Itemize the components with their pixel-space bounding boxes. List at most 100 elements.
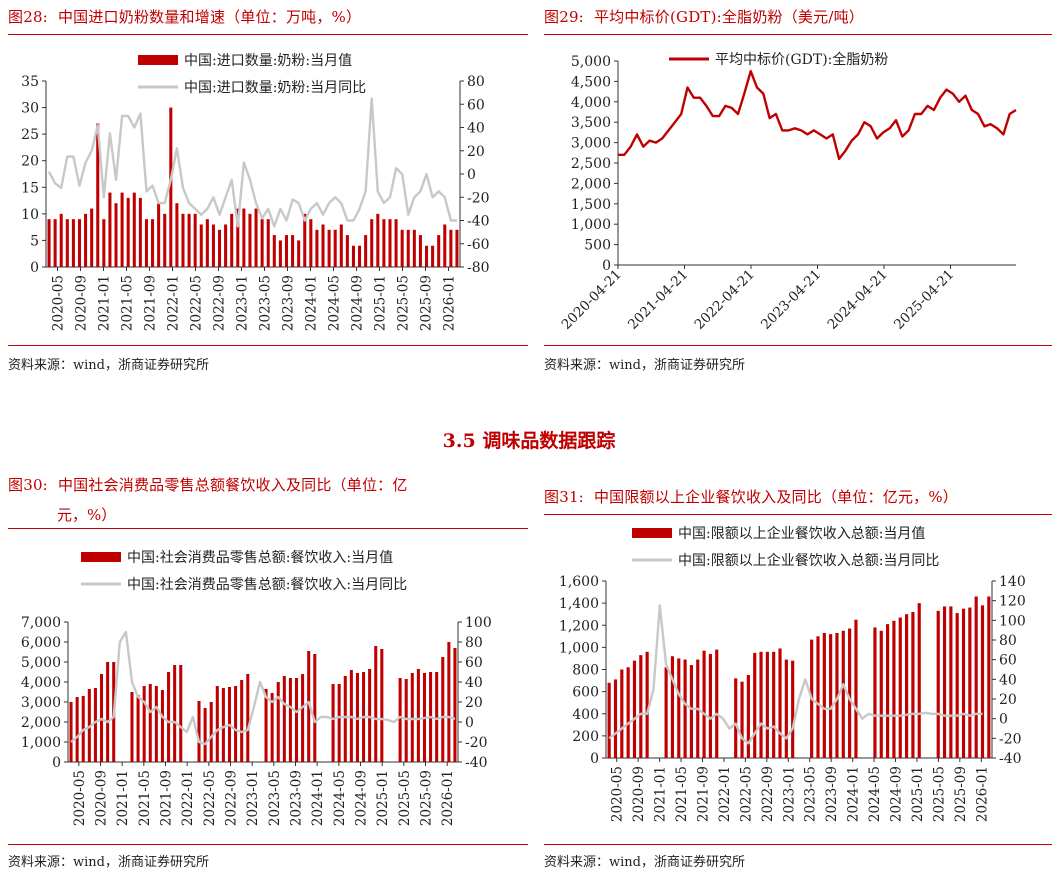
y-tick-label: 1,000 bbox=[571, 217, 611, 233]
y-tick-label: 4,000 bbox=[571, 95, 611, 111]
y-tick-label: 4,500 bbox=[571, 74, 611, 90]
bar bbox=[351, 245, 355, 267]
bar bbox=[142, 686, 146, 762]
x-tick-label: 2020-04-21 bbox=[558, 267, 624, 333]
bar bbox=[240, 680, 244, 762]
bar bbox=[829, 634, 833, 758]
chart-31-source: 资料来源：wind，浙商证券研究所 bbox=[544, 855, 745, 870]
bar bbox=[424, 245, 429, 267]
x-tick-label: 2023-01 bbox=[245, 770, 261, 826]
bar bbox=[418, 235, 422, 267]
right-tick-label: 120 bbox=[999, 594, 1026, 610]
left-tick-label: 7,000 bbox=[21, 615, 61, 631]
bar bbox=[264, 689, 268, 762]
bar bbox=[114, 203, 118, 267]
x-tick-label: 2023-04-21 bbox=[758, 267, 824, 333]
bar bbox=[209, 702, 213, 762]
x-tick-label: 2022-04-21 bbox=[691, 267, 757, 333]
x-tick-label: 2022-01 bbox=[180, 770, 196, 826]
bar bbox=[187, 213, 191, 267]
left-tick-label: 5 bbox=[30, 233, 39, 249]
chart-29-title-rule bbox=[544, 34, 1052, 35]
x-tick-label: 2025-09 bbox=[419, 770, 435, 826]
y-tick-label: 2,000 bbox=[571, 176, 611, 192]
bar bbox=[106, 662, 110, 762]
x-tick-label: 2023-09 bbox=[824, 766, 840, 822]
x-tick-label: 2023-05 bbox=[258, 275, 274, 331]
panel-chart-29: 图29: 平均中标价(GDT):全脂奶粉（美元/吨） 0 500 1,000 1,500… bbox=[544, 0, 1052, 380]
bar bbox=[138, 197, 142, 267]
right-tick-label: -20 bbox=[999, 731, 1022, 747]
bar bbox=[955, 613, 959, 758]
bar bbox=[345, 235, 349, 267]
bar bbox=[416, 669, 420, 762]
bar bbox=[175, 203, 179, 267]
chart-29-title-text: 平均中标价(GDT):全脂奶粉（美元/吨） bbox=[593, 8, 864, 26]
bar bbox=[236, 208, 240, 267]
y-tick-label: 3,000 bbox=[571, 136, 611, 152]
bar bbox=[246, 674, 250, 762]
bar bbox=[892, 620, 896, 758]
bar bbox=[961, 608, 966, 758]
x-tick-label: 2021-05 bbox=[674, 766, 690, 822]
chart-28-source-rule bbox=[8, 345, 528, 346]
left-tick-label: 3,000 bbox=[21, 695, 61, 711]
x-tick-label: 2024-09 bbox=[350, 275, 366, 331]
panel-chart-30: 图30: 中国社会消费品零售总额餐饮收入及同比（单位：亿 元，%） 0 1,000 2… bbox=[8, 470, 528, 873]
panel-chart-28: 图28: 中国进口奶粉数量和增速（单位：万吨，%） 0 5 10 15 20 25 30 35 -… bbox=[8, 0, 528, 380]
bar bbox=[154, 686, 158, 762]
bar bbox=[753, 652, 757, 758]
bar bbox=[96, 123, 100, 267]
bar bbox=[949, 606, 953, 758]
x-tick-label: 2024-09 bbox=[354, 770, 370, 826]
bar bbox=[284, 235, 289, 267]
series-line bbox=[618, 70, 1017, 161]
right-tick-label: 140 bbox=[999, 574, 1026, 590]
bar bbox=[791, 660, 795, 758]
x-tick-label: 2021-04-21 bbox=[625, 267, 691, 333]
x-tick-label: 2024-05 bbox=[332, 770, 348, 826]
bar bbox=[380, 649, 384, 762]
x-tick-label: 2022-01 bbox=[717, 766, 733, 822]
x-tick-label: 2020-05 bbox=[610, 766, 626, 822]
x-tick-label: 2025-01 bbox=[375, 770, 391, 826]
bar bbox=[169, 107, 173, 267]
left-tick-label: 35 bbox=[21, 74, 39, 90]
bar bbox=[215, 686, 219, 762]
left-tick-label: 1,000 bbox=[21, 735, 61, 751]
chart-29-title: 图29: 平均中标价(GDT):全脂奶粉（美元/吨） bbox=[544, 6, 864, 27]
bar bbox=[784, 659, 788, 758]
x-tick-label: 2023-05 bbox=[267, 770, 283, 826]
bar bbox=[942, 606, 947, 758]
chart-29-source-rule bbox=[544, 345, 1052, 346]
series-line bbox=[47, 97, 457, 228]
bar bbox=[144, 219, 148, 267]
bar bbox=[917, 603, 921, 758]
bar bbox=[126, 197, 130, 267]
bar bbox=[77, 219, 82, 267]
right-tick-label: 20 bbox=[467, 144, 485, 160]
bar bbox=[288, 678, 292, 762]
bar bbox=[355, 673, 359, 762]
bar bbox=[301, 674, 305, 762]
bar bbox=[53, 219, 57, 267]
bar bbox=[645, 651, 649, 758]
bar bbox=[437, 235, 441, 267]
bar bbox=[333, 229, 337, 267]
bar bbox=[772, 651, 776, 758]
bar bbox=[677, 658, 681, 758]
bar bbox=[179, 665, 183, 762]
legend-bar-swatch bbox=[138, 55, 178, 65]
bar bbox=[313, 654, 317, 762]
right-tick-label: 60 bbox=[999, 653, 1017, 669]
bar bbox=[879, 630, 883, 758]
bar bbox=[309, 219, 313, 267]
right-tick-label: -40 bbox=[465, 755, 488, 771]
right-tick-label: 0 bbox=[999, 712, 1008, 728]
legend-line-label: 中国:社会消费品零售总额:餐饮收入:当月同比 bbox=[127, 577, 407, 593]
right-tick-label: 40 bbox=[465, 675, 483, 691]
x-tick-label: 2023-01 bbox=[235, 275, 251, 331]
left-tick-label: 30 bbox=[21, 101, 39, 117]
bar bbox=[221, 688, 225, 762]
x-tick-label: 2025-01 bbox=[910, 766, 926, 822]
